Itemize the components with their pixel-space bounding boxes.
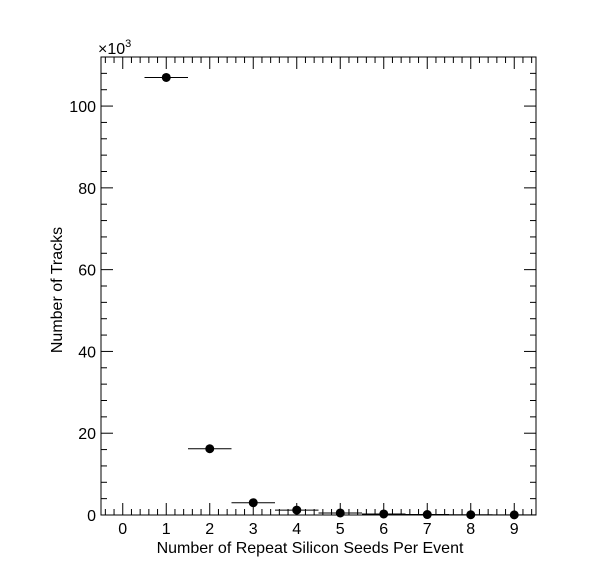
marker: [422, 510, 432, 520]
x-tick-label: 7: [423, 521, 432, 538]
data-point: [492, 510, 536, 520]
x-tick-label: 2: [205, 521, 214, 538]
x-tick-label: 0: [118, 521, 127, 538]
marker: [248, 498, 258, 508]
marker: [161, 72, 171, 82]
y-tick-label: 20: [78, 426, 96, 443]
data-point: [449, 510, 493, 520]
y-tick-label: 0: [87, 508, 96, 525]
marker: [466, 510, 476, 520]
y-axis-label: Number of Tracks: [49, 227, 66, 353]
data-point: [405, 510, 449, 520]
data-point: [144, 72, 188, 82]
data-point: [231, 498, 275, 508]
marker: [335, 508, 345, 518]
data-point: [188, 444, 232, 454]
x-tick-label: 5: [336, 521, 345, 538]
y-multiplier-exponent: 3: [125, 38, 131, 50]
x-axis-label: Number of Repeat Silicon Seeds Per Event: [157, 540, 464, 557]
data-point: [318, 508, 362, 518]
x-axis-ticks: [104, 57, 533, 515]
y-tick-label: 40: [78, 344, 96, 361]
data-point: [275, 505, 319, 515]
data-points: [144, 72, 536, 520]
y-multiplier-label: ×103: [98, 38, 131, 58]
plot-frame: [100, 56, 537, 516]
marker: [292, 505, 302, 515]
y-tick-label: 100: [69, 99, 96, 116]
y-tick-label: 60: [78, 263, 96, 280]
y-axis-tick-labels: 0 20 40 60 80 100: [69, 99, 96, 525]
x-axis-tick-labels: 0 1 2 3 4 5 6 7 8 9: [118, 521, 519, 538]
x-tick-label: 3: [249, 521, 258, 538]
marker: [509, 510, 519, 520]
x-tick-label: 4: [292, 521, 301, 538]
data-point: [362, 509, 406, 519]
marker: [205, 444, 215, 454]
y-axis-ticks: [101, 72, 536, 516]
x-tick-label: 1: [162, 521, 171, 538]
marker: [379, 509, 389, 519]
x-tick-label: 9: [510, 521, 519, 538]
x-tick-label: 6: [379, 521, 388, 538]
x-tick-label: 8: [466, 521, 475, 538]
y-tick-label: 80: [78, 181, 96, 198]
